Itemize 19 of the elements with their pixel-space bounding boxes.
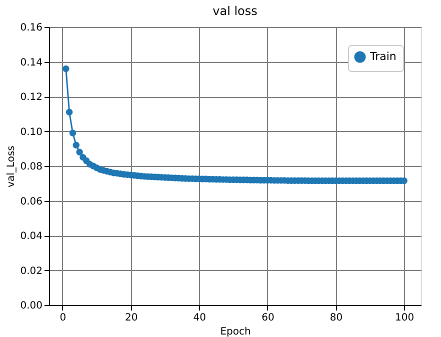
y-tick-label: 0.02 [20,266,42,277]
y-tick-label: 0.04 [20,231,42,242]
y-tick-label: 0.10 [20,126,42,138]
y-tick-label: 0.00 [20,300,42,312]
chart-title: val loss [212,4,258,18]
x-tick-label: 80 [330,312,343,324]
y-tick-label: 0.08 [20,162,42,172]
x-tick-label: 20 [124,312,138,324]
x-tick-label: 0 [60,312,66,324]
x-tick-label: 100 [395,312,414,324]
x-tick-label: 60 [262,312,274,324]
legend-label: Train [369,50,396,63]
y-tick-label: 0.12 [20,92,42,103]
y-tick-label: 0.06 [20,196,42,208]
y-tick-label: 0.14 [20,57,42,68]
y-tick-label: 0.16 [20,22,42,34]
y-axis-title: val_Loss [6,146,18,188]
x-tick-label: 40 [193,312,206,324]
x-axis-title: Epoch [220,326,251,337]
